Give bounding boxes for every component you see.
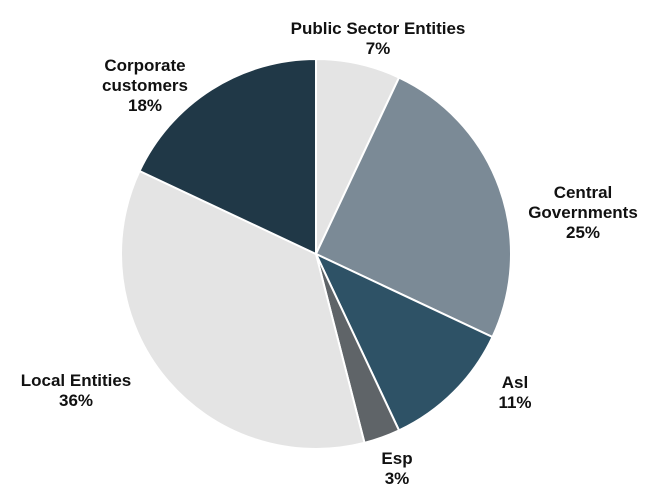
pie-label-0: Public Sector Entities 7% — [291, 19, 466, 58]
pie-label-5: Corporate customers 18% — [102, 56, 188, 115]
pie-value-label: 7% — [366, 39, 391, 58]
pie-category-label: Central — [554, 183, 613, 202]
pie-slice-4 — [120, 169, 366, 450]
pie-label-4: Local Entities 36% — [21, 371, 132, 410]
pie-slice-5 — [138, 57, 317, 256]
pie-category-label: Public Sector Entities — [291, 19, 466, 38]
pie-category-label: Local Entities — [21, 371, 132, 390]
pie-category-label: Corporate — [104, 56, 185, 75]
pie-category-label: Governments — [528, 203, 638, 222]
pie-value-label: 11% — [498, 393, 531, 412]
pie-value-label: 36% — [59, 391, 93, 410]
pie-category-label: customers — [102, 76, 188, 95]
pie-value-label: 18% — [128, 96, 162, 115]
pie-value-label: 25% — [566, 223, 600, 242]
pie-category-label: Asl — [502, 373, 528, 392]
pie-label-1: Central Governments 25% — [528, 183, 638, 242]
pie-slice-2 — [313, 251, 494, 432]
pie-label-3: Esp 3% — [381, 449, 412, 484]
pie-label-2: Asl 11% — [498, 373, 531, 412]
pie-value-label: 3% — [385, 469, 410, 484]
pie-category-label: Esp — [381, 449, 412, 468]
pie-labels: Public Sector Entities 7% Central Governmen… — [21, 19, 638, 484]
pie-slice-1 — [314, 76, 512, 339]
pie-slices — [120, 57, 512, 450]
